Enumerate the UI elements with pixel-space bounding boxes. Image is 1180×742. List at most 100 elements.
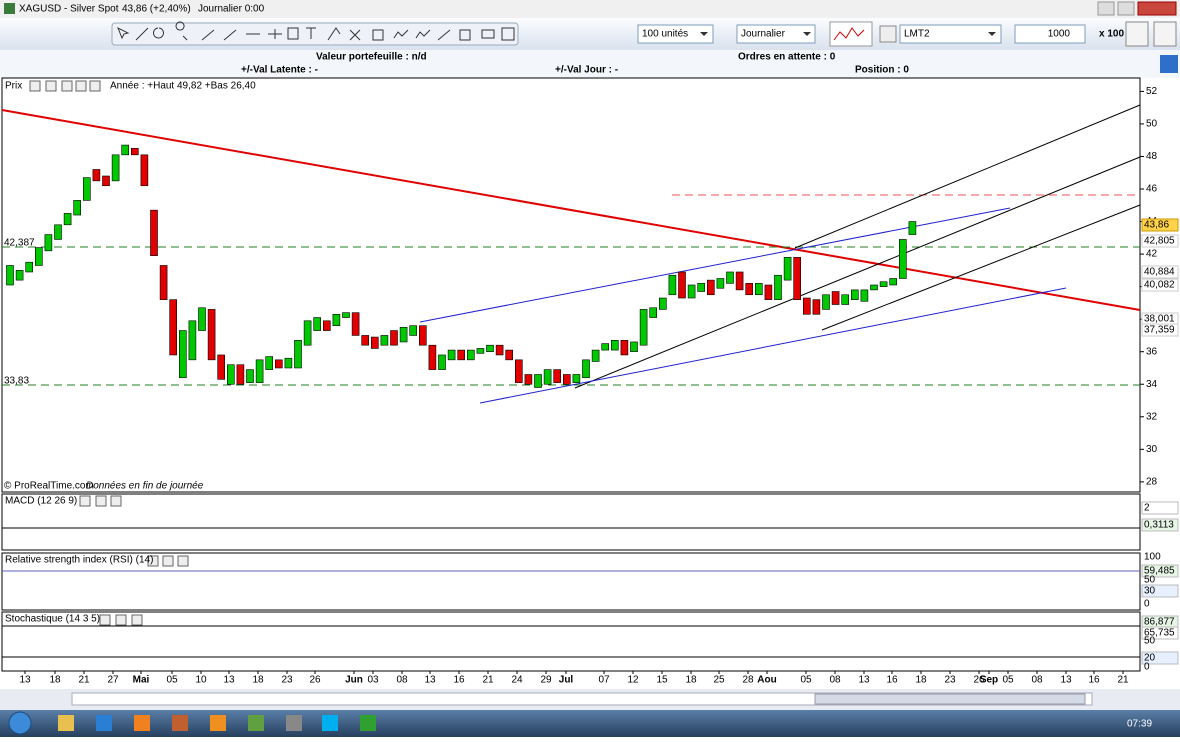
- indicator-label: 30: [1144, 586, 1156, 597]
- candle: [73, 200, 81, 216]
- candle: [370, 336, 379, 349]
- x-tick-label: 21: [78, 675, 90, 686]
- chart-type-icon: [833, 27, 865, 41]
- info-bar: [0, 50, 1180, 78]
- order-select[interactable]: [899, 24, 1002, 44]
- quantity-select[interactable]: [637, 24, 714, 44]
- maximize[interactable]: [1117, 1, 1135, 16]
- sell-button[interactable]: [1153, 21, 1177, 47]
- price-tag: [1141, 265, 1179, 279]
- candle: [591, 349, 600, 362]
- y-tick-label: 32: [1146, 411, 1158, 422]
- y-tick-label: 48: [1146, 151, 1158, 162]
- y-tick-label: 28: [1146, 477, 1158, 488]
- candle: [879, 281, 888, 287]
- candle: [246, 369, 254, 383]
- panel-title: Relative strength index (RSI) (14): [5, 555, 153, 566]
- candle: [495, 344, 504, 356]
- timeframe-select[interactable]: [736, 24, 816, 44]
- y-tick-label: 46: [1146, 184, 1158, 195]
- candle: [121, 144, 129, 156]
- x-tick-label: 13: [223, 675, 235, 686]
- price-tag-label: 43,86: [1144, 220, 1169, 231]
- indicator-tag: [1141, 626, 1179, 640]
- candle: [793, 257, 802, 300]
- candle: [572, 374, 581, 383]
- candle: [457, 349, 466, 361]
- candle: [898, 239, 907, 279]
- x-tick-label: Jun: [345, 675, 363, 686]
- buy-button[interactable]: [1125, 21, 1149, 47]
- title-bar: [0, 0, 1180, 18]
- candle: [428, 344, 437, 370]
- indicator-tag: [1141, 584, 1179, 598]
- x-tick-label: 21: [1117, 675, 1129, 686]
- app-icon: [4, 3, 15, 14]
- candle: [850, 289, 859, 300]
- candle: [610, 340, 619, 351]
- candle: [188, 320, 197, 361]
- start-button[interactable]: [8, 711, 32, 735]
- chart-type-button[interactable]: [829, 21, 873, 47]
- candle: [236, 364, 245, 385]
- x-tick-label: 26: [973, 675, 985, 686]
- candle: [620, 340, 629, 356]
- indicator-label: 20: [1144, 653, 1156, 664]
- x-tick-label: 08: [829, 675, 841, 686]
- candle: [284, 357, 293, 369]
- order-type: LMT2: [904, 29, 930, 40]
- candle: [111, 154, 120, 182]
- price-tag: [1141, 278, 1179, 292]
- candle: [745, 283, 754, 296]
- candle: [198, 307, 206, 331]
- indicator-tag: [1141, 518, 1179, 532]
- quote: 43,86 (+2,40%): [122, 4, 191, 15]
- x-axis: [0, 672, 1180, 689]
- scroll-thumb[interactable]: [814, 693, 1086, 705]
- candle: [92, 169, 101, 182]
- x-tick-label: 03: [367, 675, 379, 686]
- close[interactable]: [1137, 1, 1177, 16]
- x-tick-label: 07: [598, 675, 610, 686]
- x-tick-label: 26: [309, 675, 321, 686]
- indicator-label: 0,3113: [1144, 520, 1174, 531]
- refresh-button[interactable]: [1160, 55, 1178, 73]
- x-tick-label: 28: [742, 675, 754, 686]
- candle: [908, 221, 917, 235]
- candle: [658, 297, 667, 310]
- taskbar: [0, 710, 1180, 737]
- dropdown-arrow: [803, 32, 811, 36]
- candle: [726, 271, 734, 284]
- candle: [524, 374, 533, 385]
- candle: [476, 348, 485, 354]
- candle: [553, 369, 562, 383]
- indicator-label: 65,735: [1144, 628, 1175, 639]
- x-tick-label: 18: [252, 675, 264, 686]
- x-tick-label: 08: [1031, 675, 1043, 686]
- candle: [860, 289, 869, 302]
- x-tick-label: Mai: [133, 675, 150, 686]
- candle: [668, 274, 677, 296]
- candle: [313, 317, 322, 331]
- x-tick-label: 13: [1060, 675, 1072, 686]
- panel-title: Stochastique (14 3 5): [5, 614, 100, 625]
- candle: [25, 261, 34, 273]
- amount-input[interactable]: [1014, 24, 1086, 44]
- settings-button[interactable]: [879, 25, 897, 43]
- data-note: Données en fin de journée: [86, 481, 204, 492]
- x-tick-label: 13: [858, 675, 870, 686]
- indicator-label: 50: [1144, 575, 1156, 586]
- indicator-label: 59,485: [1144, 566, 1175, 577]
- candle: [783, 257, 792, 281]
- minimize[interactable]: [1097, 1, 1115, 16]
- candle: [678, 271, 686, 299]
- symbol: XAGUSD - Silver Spot: [19, 4, 119, 15]
- price-tag: [1141, 218, 1179, 232]
- x-tick-label: 10: [195, 675, 207, 686]
- candle: [15, 270, 24, 281]
- candle: [438, 354, 446, 370]
- candle: [409, 325, 418, 336]
- x-tick-label: Aou: [757, 675, 776, 686]
- candle: [543, 369, 552, 385]
